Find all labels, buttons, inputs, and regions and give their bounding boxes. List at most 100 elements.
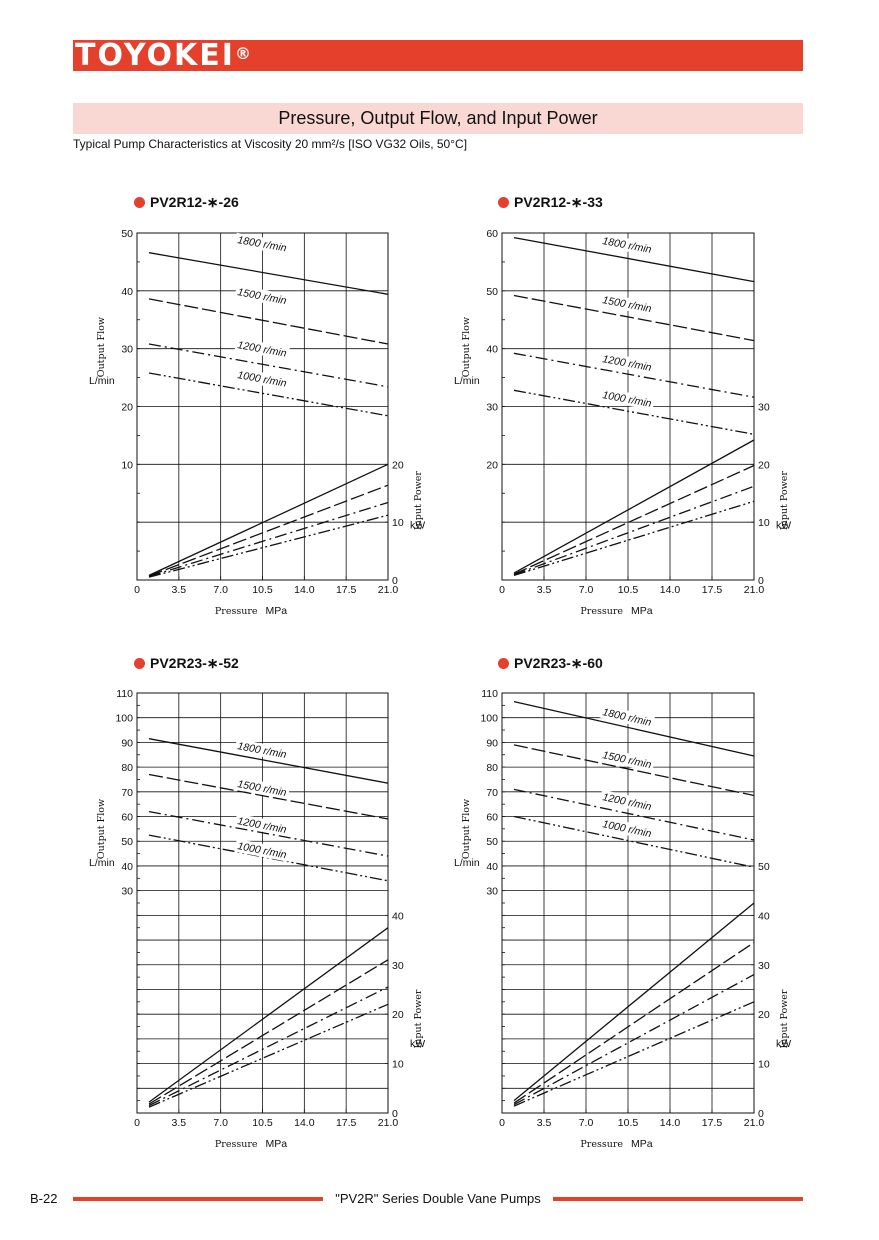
power-line-1 [513,439,755,574]
registered-mark: ® [234,44,251,63]
flow-tick-label: 50 [486,836,498,848]
x-tick-label: 3.5 [172,1117,187,1129]
flow-axis-unit: L/min [89,857,115,869]
label-mask [599,789,655,814]
flow-line-1800 [148,738,389,784]
flow-line-1200 [148,343,389,388]
footer-title: "PV2R" Series Double Vane Pumps [335,1191,541,1206]
speed-label: 1500 r/min [601,749,652,771]
flow-tick-label: 60 [486,228,498,240]
x-tick-label: 3.5 [537,584,552,596]
power-line-1 [148,927,389,1103]
power-tick-label: 10 [758,517,770,529]
section-band: Pressure, Output Flow, and Input Power [73,103,803,134]
power-line-1 [513,902,755,1102]
flow-line-1200 [513,788,755,841]
flow-tick-label: 90 [121,737,133,749]
power-tick-label: 0 [392,1108,398,1120]
x-tick-label: 3.5 [172,584,187,596]
flow-tick-label: 90 [486,737,498,749]
label-mask [599,233,655,257]
section-title: Pressure, Output Flow, and Input Power [278,108,598,128]
flow-tick-label: 30 [121,886,133,898]
flow-tick-label: 70 [121,787,133,799]
chart-3: 0 3.5 7.0 10.5 14.0 17.5 21.030405060708090100… [89,688,425,1150]
flow-tick-label: 20 [121,402,133,414]
flow-axis-label: Output Flow [96,317,107,377]
x-tick-label: 14.0 [294,1117,315,1129]
power-tick-label: 10 [392,1059,404,1071]
x-tick-label: 10.5 [252,1117,273,1129]
bullet-icon [498,658,509,669]
flow-tick-label: 70 [486,787,498,799]
power-tick-label: 40 [392,910,404,922]
flow-axis-label: Output Flow [96,799,107,859]
flow-tick-label: 110 [116,688,133,700]
flow-tick-label: 40 [486,344,498,356]
x-axis-unit: MPa [631,605,653,617]
label-mask [234,232,290,255]
speed-label: 1800 r/min [236,234,287,254]
power-line-4 [513,1001,755,1107]
label-mask [234,813,290,837]
label-mask [599,704,655,730]
flow-line-1000 [513,389,755,435]
brand-name: TOYOKEI [75,38,235,73]
label-mask [234,284,290,308]
flow-tick-label: 80 [486,762,498,774]
chart-title-3: PV2R23-∗-52 [134,655,239,672]
label-mask [599,816,655,841]
x-axis-unit: MPa [266,605,288,617]
chart-title-text: PV2R23-∗-52 [150,655,239,671]
flow-tick-label: 60 [121,812,133,824]
flow-line-1500 [148,298,389,345]
bullet-icon [134,197,145,208]
label-mask [234,337,290,361]
flow-tick-label: 40 [121,861,133,873]
flow-tick-label: 110 [481,688,498,700]
footer-rule-right [553,1197,803,1201]
power-tick-label: 20 [392,1009,404,1021]
x-tick-label: 7.0 [579,584,594,596]
power-tick-label: 0 [758,1108,764,1120]
x-tick-label: 14.0 [294,584,315,596]
flow-tick-label: 80 [121,762,133,774]
power-tick-label: 20 [392,459,404,471]
x-axis-unit: MPa [631,1138,653,1150]
x-axis-label: Pressure [215,606,258,617]
power-tick-label: 0 [392,575,398,587]
chart-title-text: PV2R12-∗-33 [514,194,603,210]
x-axis-label: Pressure [580,606,623,617]
flow-axis-unit: L/min [454,375,480,387]
speed-label: 1200 r/min [236,339,287,360]
speed-label: 1800 r/min [601,235,652,256]
x-tick-label: 0 [134,1117,140,1129]
power-axis-label: Input Power [413,989,424,1048]
speed-label: 1000 r/min [236,840,287,861]
power-tick-label: 10 [392,517,404,529]
flow-line-1500 [513,744,755,797]
chart-title-text: PV2R23-∗-60 [514,655,603,671]
power-axis-unit: kW [776,1038,791,1050]
chart-title-text: PV2R12-∗-26 [150,194,239,210]
power-tick-label: 20 [758,1009,770,1021]
label-mask [234,738,290,762]
x-tick-label: 21.0 [744,584,765,596]
power-axis-label: Input Power [413,471,424,530]
flow-tick-label: 50 [486,286,498,298]
x-axis-label: Pressure [215,1139,258,1150]
speed-label: 1000 r/min [236,369,287,390]
power-line-4 [148,514,389,578]
x-tick-label: 10.5 [618,584,639,596]
chart-title-2: PV2R12-∗-33 [498,194,603,211]
x-tick-label: 21.0 [378,584,399,596]
power-axis-unit: kW [410,1038,425,1050]
x-tick-label: 14.0 [660,584,681,596]
x-tick-label: 10.5 [252,584,273,596]
power-line-3 [513,485,755,576]
power-line-2 [148,484,389,577]
flow-line-1800 [513,700,755,757]
bullet-icon [498,197,509,208]
power-tick-label: 0 [758,575,764,587]
